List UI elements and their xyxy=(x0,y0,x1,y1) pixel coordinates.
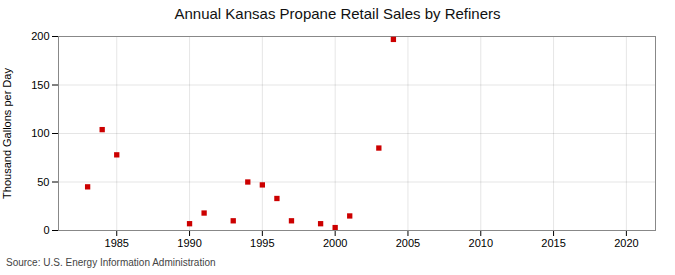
svg-text:2015: 2015 xyxy=(541,237,565,249)
svg-text:2005: 2005 xyxy=(396,237,420,249)
svg-text:Thousand Gallons per Day: Thousand Gallons per Day xyxy=(1,68,13,199)
svg-text:150: 150 xyxy=(31,79,49,91)
svg-text:2000: 2000 xyxy=(323,237,347,249)
svg-text:200: 200 xyxy=(31,30,49,42)
svg-text:0: 0 xyxy=(43,224,49,236)
svg-text:1985: 1985 xyxy=(105,237,129,249)
svg-text:100: 100 xyxy=(31,127,49,139)
svg-text:1995: 1995 xyxy=(250,237,274,249)
svg-text:1990: 1990 xyxy=(177,237,201,249)
svg-text:2020: 2020 xyxy=(614,237,638,249)
html-text:Annual Kansas Propane Retail S: Annual Kansas Propane Retail Sales by Re… xyxy=(174,5,501,22)
html-text:Source: U.S. Energy Informatio: Source: U.S. Energy Information Administ… xyxy=(6,257,216,268)
svg-text:2010: 2010 xyxy=(469,237,493,249)
svg-text:50: 50 xyxy=(37,176,49,188)
